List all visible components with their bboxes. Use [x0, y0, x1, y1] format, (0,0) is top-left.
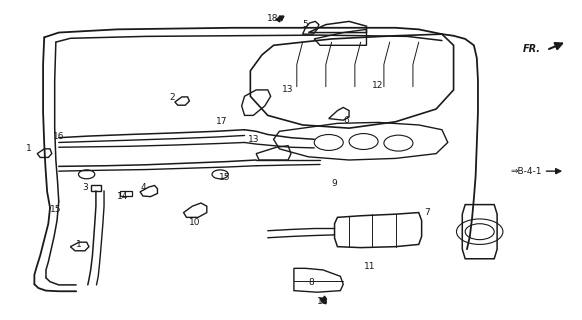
Text: ⇒B-4-1: ⇒B-4-1: [511, 167, 542, 176]
Text: 15: 15: [50, 205, 62, 214]
Text: 16: 16: [53, 132, 65, 140]
Text: 1: 1: [76, 240, 82, 249]
Text: 18: 18: [317, 297, 329, 306]
Text: FR.: FR.: [523, 44, 541, 54]
Bar: [91, 185, 101, 191]
Text: 3: 3: [82, 183, 88, 192]
Text: 7: 7: [424, 208, 430, 217]
Text: 1: 1: [26, 144, 31, 153]
Text: 13: 13: [247, 135, 259, 144]
Text: 11: 11: [364, 262, 375, 271]
Text: 9: 9: [332, 180, 338, 188]
Text: 14: 14: [117, 192, 128, 201]
Text: 8: 8: [308, 278, 314, 287]
Text: 2: 2: [169, 93, 175, 102]
Text: 6: 6: [343, 116, 349, 125]
Text: 15: 15: [218, 173, 230, 182]
Text: 12: 12: [372, 81, 384, 90]
Text: 17: 17: [215, 117, 227, 126]
Text: 13: 13: [282, 85, 294, 94]
Text: 4: 4: [140, 183, 146, 192]
Text: 5: 5: [303, 20, 308, 29]
Text: 18: 18: [267, 14, 278, 23]
Text: 10: 10: [190, 218, 201, 227]
Bar: [120, 191, 133, 196]
